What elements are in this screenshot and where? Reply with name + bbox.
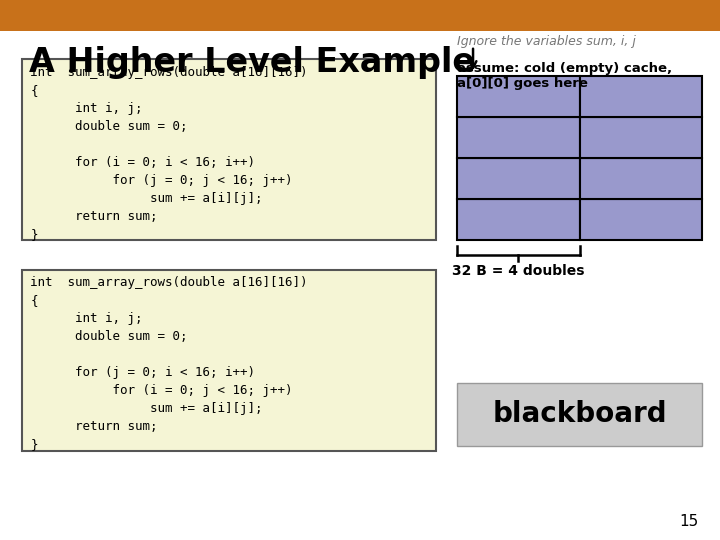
- Bar: [457, 383, 702, 446]
- Text: blackboard: blackboard: [492, 401, 667, 428]
- Text: 15: 15: [679, 514, 698, 529]
- Bar: [22, 59, 436, 240]
- Text: Ignore the variables sum, i, j: Ignore the variables sum, i, j: [457, 35, 636, 48]
- Bar: [22, 270, 436, 451]
- Bar: [580, 117, 702, 158]
- Text: 32 B = 4 doubles: 32 B = 4 doubles: [452, 264, 585, 278]
- Text: int  sum_array_rows(double a[16][16])
{
      int i, j;
      double sum = 0;

 : int sum_array_rows(double a[16][16]) { i…: [30, 276, 307, 451]
- Bar: [457, 199, 580, 240]
- Bar: [457, 158, 580, 199]
- Bar: [0, 0, 720, 31]
- Text: assume: cold (empty) cache,
a[0][0] goes here: assume: cold (empty) cache, a[0][0] goes…: [457, 62, 672, 90]
- Text: int  sum_array_rows(double a[16][16])
{
      int i, j;
      double sum = 0;

 : int sum_array_rows(double a[16][16]) { i…: [30, 66, 307, 241]
- Bar: [580, 158, 702, 199]
- Bar: [580, 76, 702, 117]
- Bar: [580, 199, 702, 240]
- Bar: [457, 76, 580, 117]
- Bar: [457, 117, 580, 158]
- Text: A Higher Level Example: A Higher Level Example: [29, 46, 474, 79]
